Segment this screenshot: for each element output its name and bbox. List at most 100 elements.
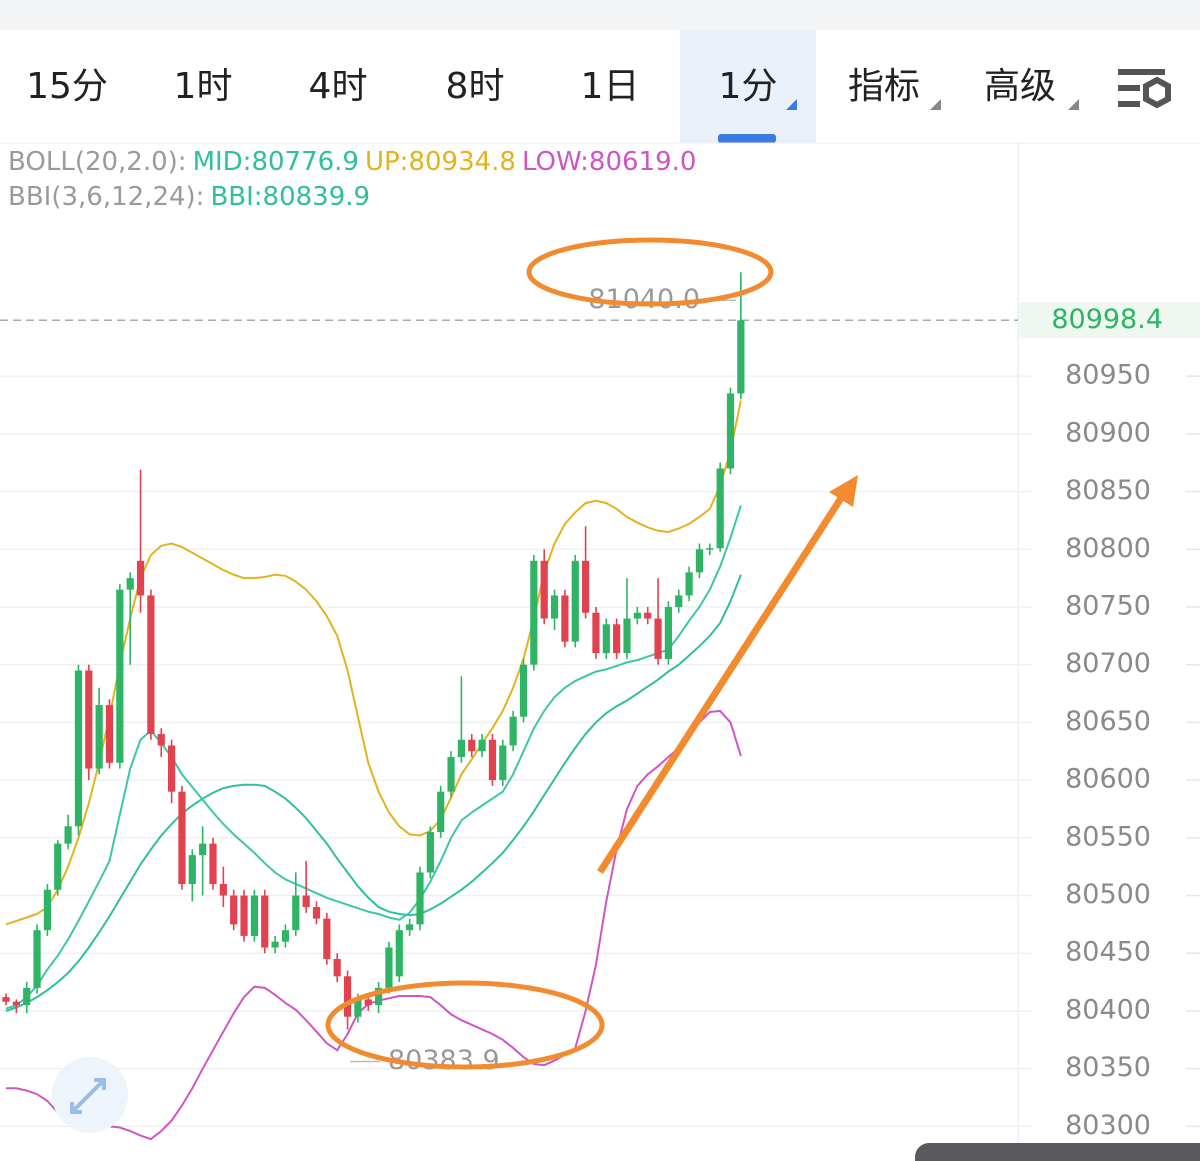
candle-body	[281, 930, 290, 942]
candle-body	[675, 595, 683, 607]
y-tick-label: 80300	[1065, 1110, 1151, 1141]
y-tick-label: 80700	[1065, 648, 1151, 679]
y-tick-label: 80900	[1065, 417, 1151, 448]
candle-body	[437, 791, 445, 833]
dropdown-caret	[1068, 99, 1079, 110]
candle-body	[468, 739, 476, 752]
status-strip	[0, 0, 1200, 30]
highlight-ellipse	[325, 980, 605, 1070]
candle-body	[292, 895, 300, 931]
candle-body	[737, 320, 745, 394]
candle-body	[550, 595, 559, 619]
candle-body	[240, 895, 248, 936]
legend-item: BOLL(20,2.0):	[8, 147, 187, 177]
candle-body	[571, 560, 579, 642]
candle-body	[685, 572, 693, 596]
y-tick-label: 80800	[1065, 533, 1151, 564]
candle-body	[395, 930, 403, 977]
tab[interactable]: 15分	[26, 66, 108, 107]
candle-body	[209, 843, 217, 884]
highlight-ellipse	[526, 237, 774, 307]
candle-body	[447, 757, 455, 792]
candle-body	[499, 745, 507, 781]
candle-body	[230, 895, 238, 925]
indicator-line	[5, 400, 742, 926]
trend-arrow	[597, 490, 848, 874]
y-tick-label: 80350	[1065, 1052, 1151, 1083]
candle-body	[488, 739, 497, 781]
candle-body	[74, 670, 83, 827]
legend-row: BBI(3,6,12,24): BBI:80839.9	[8, 182, 370, 212]
candle-body	[561, 595, 569, 642]
candle-body	[85, 670, 93, 769]
candle-body	[250, 895, 258, 936]
candle-body	[519, 664, 528, 717]
candle-body	[613, 624, 621, 654]
settings-icon[interactable]	[1118, 69, 1171, 109]
tab[interactable]: 1日	[581, 66, 640, 107]
dropdown-caret	[786, 99, 797, 110]
candle-body	[623, 618, 631, 654]
indicator-line	[5, 574, 742, 1012]
candle-body	[416, 872, 424, 925]
candle-body	[530, 560, 538, 665]
candle-body	[726, 393, 735, 469]
tab[interactable]: 8时	[446, 66, 505, 107]
candle-body	[540, 560, 548, 619]
candle-body	[12, 1001, 20, 1006]
bottom-panel-handle[interactable]	[915, 1143, 1200, 1161]
y-tick-label: 80550	[1065, 821, 1151, 852]
candle-body	[333, 959, 341, 977]
tab[interactable]: 1时	[174, 66, 233, 107]
candle-body	[64, 826, 72, 844]
indicator-line	[5, 505, 742, 1010]
last-price-label: 80998.4	[1051, 304, 1163, 335]
selected-tab-underline	[718, 134, 776, 143]
candle-body	[602, 624, 610, 654]
last-price-box	[1018, 302, 1200, 339]
dropdown-caret	[930, 99, 941, 110]
legend-item: LOW:80619.0	[522, 147, 696, 177]
candle-body	[716, 468, 724, 549]
candle-body	[157, 733, 165, 746]
high-label: 81040.0	[588, 284, 700, 315]
candle-body	[426, 832, 434, 873]
candle-body	[343, 976, 352, 1017]
candle-body	[188, 855, 196, 884]
tab[interactable]: 4时	[309, 66, 368, 107]
y-tick-label: 80650	[1065, 706, 1151, 737]
candle-body	[271, 941, 279, 948]
candle-body	[664, 606, 672, 659]
candle-body	[644, 612, 652, 619]
y-tick-label: 80600	[1065, 764, 1151, 795]
candle-body	[168, 745, 176, 792]
y-tick-label: 80450	[1065, 937, 1151, 968]
candle-body	[302, 895, 310, 908]
candle-body	[261, 895, 269, 948]
y-tick-label: 80400	[1065, 994, 1151, 1025]
candle-body	[364, 999, 372, 1006]
candle-body	[695, 549, 704, 573]
y-tick-label: 80950	[1065, 360, 1151, 391]
legend-item: BBI:80839.9	[210, 182, 370, 212]
candle-body	[592, 612, 600, 654]
candle-body	[323, 918, 331, 960]
tab[interactable]: 1分	[719, 66, 778, 107]
candle-body	[354, 999, 362, 1017]
legend-item: MID:80776.9	[193, 147, 359, 177]
candle-body	[23, 987, 31, 1006]
expand-button[interactable]	[52, 1057, 128, 1133]
tab[interactable]: 高级	[984, 66, 1056, 107]
y-tick-label: 80750	[1065, 590, 1151, 621]
candle-body	[33, 930, 41, 988]
candle-body	[126, 578, 134, 590]
candle-body	[582, 560, 590, 613]
candle-body	[147, 595, 155, 734]
candle-body	[116, 589, 124, 763]
tab-bar: 15分 1时 4时 8时 1日 1分 指标 高级	[26, 66, 1056, 107]
legend-item: BBI(3,6,12,24):	[8, 182, 204, 212]
tab[interactable]: 指标	[848, 66, 920, 107]
low-label: 80383.9	[388, 1045, 500, 1076]
y-tick-label: 80500	[1065, 879, 1151, 910]
